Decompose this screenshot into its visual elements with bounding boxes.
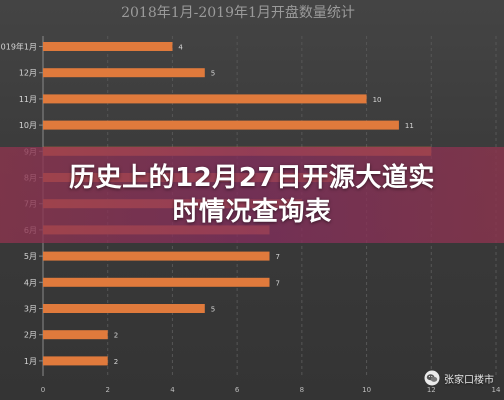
data-label: 2 [114,332,118,340]
category-label: 11月 [19,95,37,104]
chart-title: 2018年1月-2019年1月开盘数量统计 [121,4,355,21]
bar [43,304,205,313]
x-tick-label: 10 [362,386,371,394]
bar [43,68,205,78]
wechat-icon [424,370,440,386]
bar [43,94,367,104]
x-tick-label: 4 [170,386,175,394]
x-tick-label: 12 [427,386,436,394]
x-tick-label: 6 [235,386,240,394]
x-tick-label: 0 [41,386,45,394]
x-tick-label: 2 [105,386,109,394]
data-label: 11 [405,122,414,130]
data-label: 7 [276,279,280,287]
data-label: 4 [178,44,183,52]
category-label: 4月 [24,278,37,287]
bar [43,120,399,130]
bar [43,277,270,287]
data-label: 5 [211,306,215,314]
category-label: 2月 [24,331,37,340]
category-label: 10月 [19,121,37,130]
watermark: 张家口楼市 [424,370,494,386]
bar [43,251,270,261]
category-label: 3月 [24,305,37,314]
data-label: 5 [211,70,215,78]
data-label: 7 [276,253,280,261]
x-tick-label: 14 [492,386,501,394]
category-label: 12月 [19,69,37,78]
data-label: 2 [114,358,118,366]
category-label: 1月 [24,357,37,366]
watermark-text: 张家口楼市 [444,374,494,386]
banner-title-line-1: 历史上的12月27日开源大道实 [69,163,435,193]
title-banner: 历史上的12月27日开源大道实 时情况查询表 [0,147,504,243]
bar [43,42,173,51]
bar [43,330,108,340]
category-label: 5月 [24,252,37,261]
data-label: 10 [373,96,382,104]
banner-title-line-2: 时情况查询表 [172,197,332,227]
x-tick-label: 8 [300,386,304,394]
category-label: 2019年1月 [0,42,37,52]
bar [43,356,108,366]
